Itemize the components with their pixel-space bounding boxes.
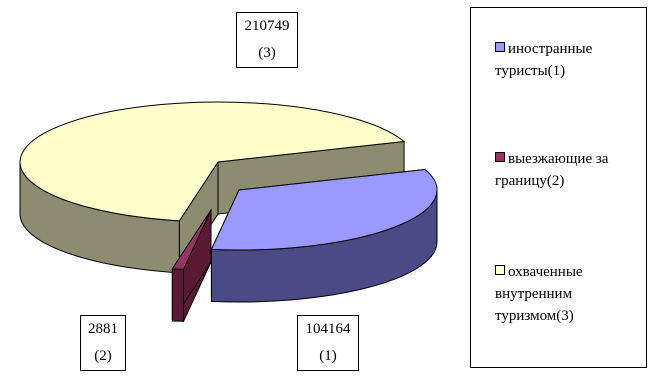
legend-item-3: охваченные внутренним туризмом(3) — [495, 261, 643, 327]
legend-item-1: иностранные туристы(1) — [495, 38, 643, 82]
slice-2-top — [171, 209, 212, 270]
data-label-slice-2: 2881 (2) — [80, 315, 126, 371]
data-label-index: (2) — [94, 348, 112, 364]
slice-2-side — [171, 268, 184, 322]
data-label-index: (1) — [319, 348, 337, 364]
data-label-index: (3) — [258, 45, 276, 61]
data-label-slice-3: 210749 (3) — [236, 12, 298, 68]
legend-swatch-2 — [495, 152, 505, 162]
legend-item-2: выезжающие за границу(2) — [495, 148, 643, 192]
data-label-value: 2881 — [88, 321, 118, 337]
legend-label-3: охваченные внутренним туризмом(3) — [495, 264, 583, 324]
slice-1-top — [210, 168, 438, 251]
data-label-value: 104164 — [305, 321, 351, 337]
legend-swatch-3 — [495, 265, 505, 275]
legend-label-1: иностранные туристы(1) — [495, 41, 593, 79]
data-label-value: 210749 — [244, 18, 290, 34]
legend-swatch-1 — [495, 42, 505, 52]
legend-label-2: выезжающие за границу(2) — [495, 151, 609, 189]
legend: иностранные туристы(1) выезжающие за гра… — [470, 7, 647, 368]
pie-chart — [19, 101, 438, 323]
slice-3-top — [19, 101, 406, 222]
data-label-slice-1: 104164 (1) — [297, 315, 359, 371]
